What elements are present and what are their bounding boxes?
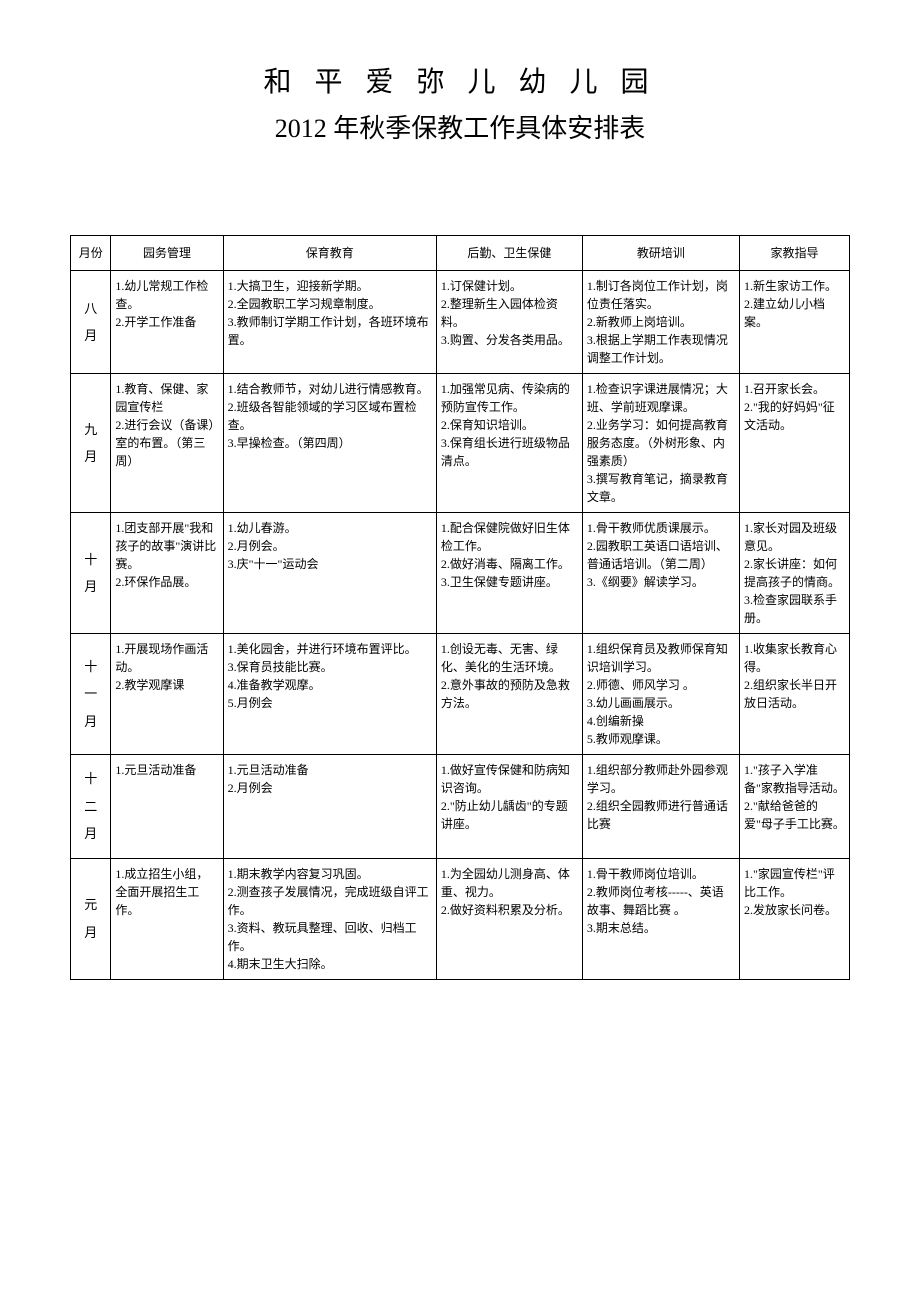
month-char: 月 [75,824,106,844]
cell-col1: 1.团支部开展"我和孩子的故事"演讲比赛。 2.环保作品展。 [111,513,223,634]
month-char: 一 [75,684,106,704]
month-char: 十 [75,657,106,677]
cell-col3: 1.配合保健院做好旧生体检工作。 2.做好消毒、隔离工作。 3.卫生保健专题讲座… [436,513,582,634]
cell-col2: 1.大搞卫生，迎接新学期。 2.全园教职工学习规章制度。 3.教师制订学期工作计… [223,271,436,374]
cell-col2: 1.元旦活动准备 2.月例会 [223,755,436,859]
cell-col5: 1.家长对园及班级意见。 2.家长讲座：如何提高孩子的情商。 3.检查家园联系手… [739,513,849,634]
header-col4: 教研培训 [582,236,739,271]
month-cell: 十二月 [71,755,111,859]
cell-col3: 1.创设无毒、无害、绿化、美化的生活环境。 2.意外事故的预防及急救方法。 [436,634,582,755]
month-cell: 十一月 [71,634,111,755]
cell-col4: 1.组织保育员及教师保育知识培训学习。 2.师德、师风学习 。 3.幼儿画画展示… [582,634,739,755]
header-col2: 保育教育 [223,236,436,271]
cell-col4: 1.组织部分教师赴外园参观学习。 2.组织全园教师进行普通话比赛 [582,755,739,859]
month-char: 月 [75,326,106,346]
month-cell: 九月 [71,374,111,513]
table-header-row: 月份 园务管理 保育教育 后勤、卫生保健 教研培训 家教指导 [71,236,850,271]
header-month: 月份 [71,236,111,271]
month-char: 八 [75,299,106,319]
cell-col3: 1.做好宣传保健和防病知识咨询。 2."防止幼儿龋齿"的专题讲座。 [436,755,582,859]
cell-col2: 1.期末教学内容复习巩固。 2.测查孩子发展情况，完成班级自评工作。 3.资料、… [223,858,436,979]
title-block: 和 平 爱 弥 儿 幼 儿 园 2012 年秋季保教工作具体安排表 [70,60,850,145]
table-row: 十月1.团支部开展"我和孩子的故事"演讲比赛。 2.环保作品展。1.幼儿春游。 … [71,513,850,634]
table-row: 元月1.成立招生小组，全面开展招生工作。1.期末教学内容复习巩固。 2.测查孩子… [71,858,850,979]
cell-col4: 1.骨干教师优质课展示。 2.园教职工英语口语培训、普通话培训。（第二周） 3.… [582,513,739,634]
cell-col3: 1.订保健计划。 2.整理新生入园体检资料。 3.购置、分发各类用品。 [436,271,582,374]
cell-col5: 1.新生家访工作。 2.建立幼儿小档案。 [739,271,849,374]
cell-col5: 1."孩子入学准备"家教指导活动。 2."献给爸爸的爱"母子手工比赛。 [739,755,849,859]
cell-col5: 1.召开家长会。 2."我的好妈妈"征文活动。 [739,374,849,513]
table-body: 八月1.幼儿常规工作检查。 2.开学工作准备1.大搞卫生，迎接新学期。 2.全园… [71,271,850,980]
schedule-table: 月份 园务管理 保育教育 后勤、卫生保健 教研培训 家教指导 八月1.幼儿常规工… [70,235,850,980]
month-char: 元 [75,895,106,915]
title-line-2: 2012 年秋季保教工作具体安排表 [70,108,850,145]
month-char: 月 [75,712,106,732]
table-row: 十二月1.元旦活动准备1.元旦活动准备 2.月例会1.做好宣传保健和防病知识咨询… [71,755,850,859]
table-row: 九月1.教育、保健、家园宣传栏 2.进行会议（备课）室的布置。（第三周）1.结合… [71,374,850,513]
month-char: 二 [75,797,106,817]
cell-col1: 1.开展现场作画活动。 2.教学观摩课 [111,634,223,755]
cell-col4: 1.检查识字课进展情况；大班、学前班观摩课。 2.业务学习：如何提高教育服务态度… [582,374,739,513]
cell-col1: 1.元旦活动准备 [111,755,223,859]
month-char: 九 [75,420,106,440]
month-char: 月 [75,923,106,943]
table-row: 八月1.幼儿常规工作检查。 2.开学工作准备1.大搞卫生，迎接新学期。 2.全园… [71,271,850,374]
month-char: 月 [75,577,106,597]
header-col5: 家教指导 [739,236,849,271]
cell-col4: 1.骨干教师岗位培训。 2.教师岗位考核-----、英语故事、舞蹈比赛 。 3.… [582,858,739,979]
cell-col2: 1.结合教师节，对幼儿进行情感教育。 2.班级各智能领域的学习区域布置检查。 3… [223,374,436,513]
cell-col3: 1.加强常见病、传染病的预防宣传工作。 2.保育知识培训。 3.保育组长进行班级… [436,374,582,513]
cell-col1: 1.成立招生小组，全面开展招生工作。 [111,858,223,979]
table-row: 十一月1.开展现场作画活动。 2.教学观摩课1.美化园舍，并进行环境布置评比。 … [71,634,850,755]
cell-col2: 1.美化园舍，并进行环境布置评比。 3.保育员技能比赛。 4.准备教学观摩。 5… [223,634,436,755]
cell-col2: 1.幼儿春游。 2.月例会。 3.庆"十一"运动会 [223,513,436,634]
cell-col3: 1.为全园幼儿测身高、体重、视力。 2.做好资料积累及分析。 [436,858,582,979]
title-line-1: 和 平 爱 弥 儿 幼 儿 园 [70,60,850,100]
cell-col5: 1.收集家长教育心得。 2.组织家长半日开放日活动。 [739,634,849,755]
month-cell: 十月 [71,513,111,634]
month-char: 十 [75,769,106,789]
month-char: 十 [75,550,106,570]
cell-col1: 1.幼儿常规工作检查。 2.开学工作准备 [111,271,223,374]
header-col3: 后勤、卫生保健 [436,236,582,271]
cell-col5: 1."家园宣传栏"评比工作。 2.发放家长问卷。 [739,858,849,979]
month-cell: 八月 [71,271,111,374]
header-col1: 园务管理 [111,236,223,271]
month-cell: 元月 [71,858,111,979]
month-char: 月 [75,447,106,467]
cell-col4: 1.制订各岗位工作计划，岗位责任落实。 2.新教师上岗培训。 3.根据上学期工作… [582,271,739,374]
cell-col1: 1.教育、保健、家园宣传栏 2.进行会议（备课）室的布置。（第三周） [111,374,223,513]
